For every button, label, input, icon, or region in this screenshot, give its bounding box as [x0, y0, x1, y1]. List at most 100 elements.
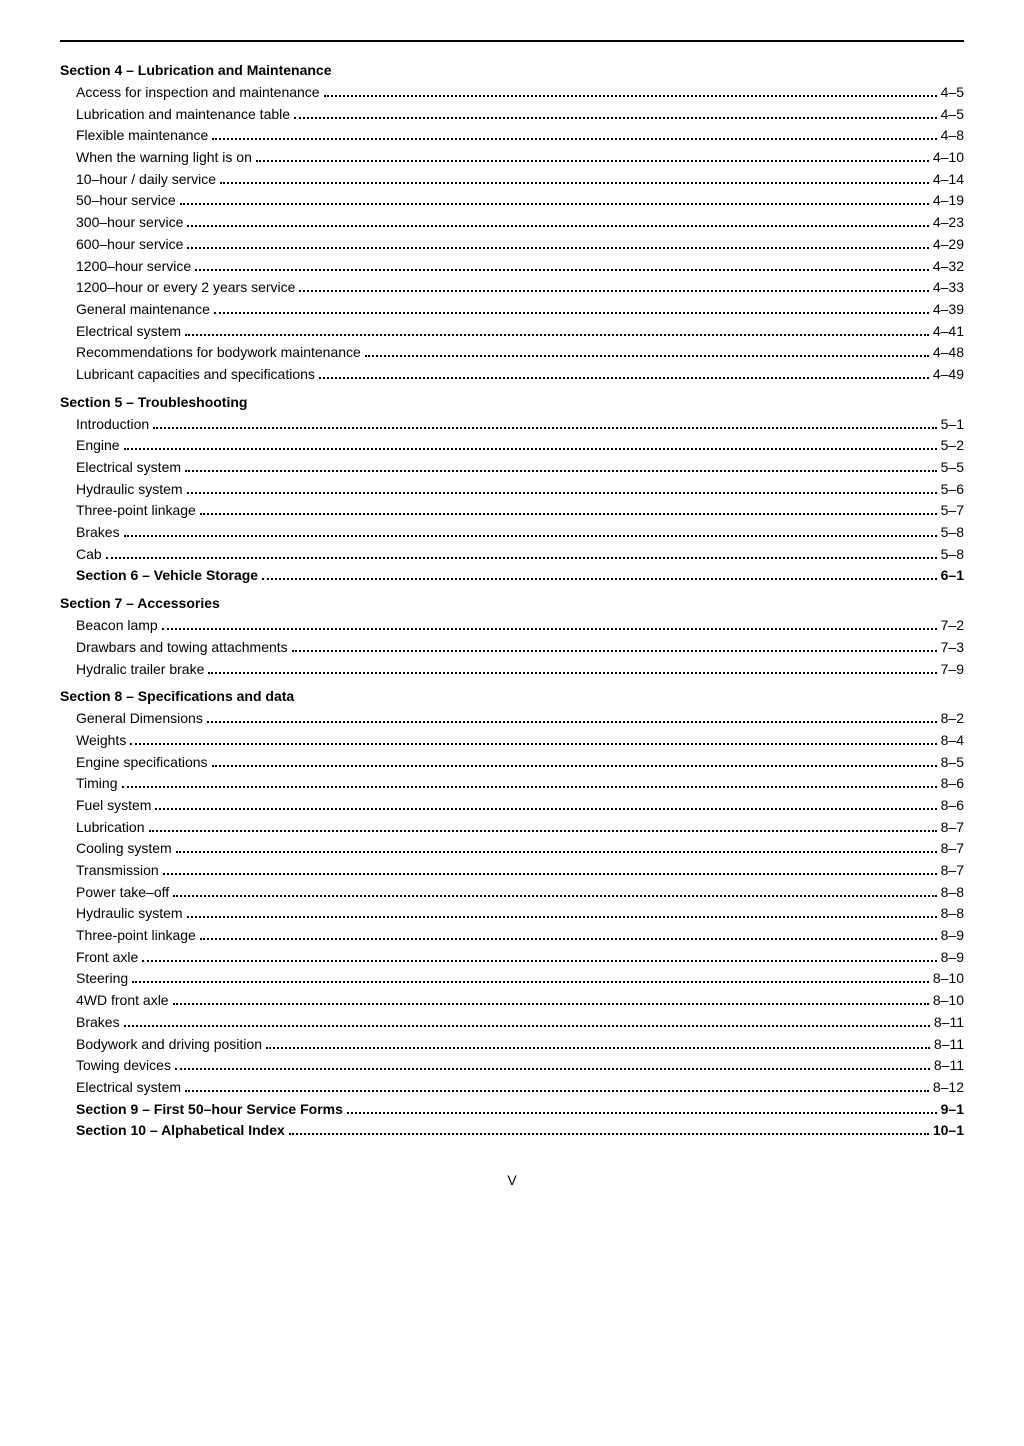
toc-entry-page: 8–10	[933, 990, 964, 1012]
toc-dot-leader	[187, 225, 928, 227]
toc-entry-title: When the warning light is on	[60, 147, 252, 169]
toc-entry-title: Access for inspection and maintenance	[60, 82, 320, 104]
toc-entry: Electrical system8–12	[60, 1077, 964, 1099]
toc-entry-title: 4WD front axle	[60, 990, 169, 1012]
toc-entry-title: Engine specifications	[60, 752, 208, 774]
toc-entry: Weights8–4	[60, 730, 964, 752]
toc-entry: Bodywork and driving position8–11	[60, 1034, 964, 1056]
toc-entry-title: General maintenance	[60, 299, 210, 321]
toc-entry-title: Introduction	[60, 414, 149, 436]
toc-entry: Lubricant capacities and specifications4…	[60, 364, 964, 386]
toc-entry: Three-point linkage 8–9	[60, 925, 964, 947]
toc-entry-page: 6–1	[941, 565, 964, 587]
toc-entry-page: 4–41	[933, 321, 964, 343]
toc-entry-title: Weights	[60, 730, 126, 752]
toc-entry: Introduction5–1	[60, 414, 964, 436]
toc-entry-title: Electrical system	[60, 1077, 181, 1099]
toc-entry-title: Electrical system	[60, 321, 181, 343]
toc-entry: Hydraulic system5–6	[60, 479, 964, 501]
toc-entry-page: 8–11	[934, 1012, 964, 1034]
toc-entry: 1200–hour service4–32	[60, 256, 964, 278]
toc-entry-page: 5–8	[941, 522, 964, 544]
toc-entry-title: Hydralic trailer brake	[60, 659, 204, 681]
toc-entry-page: 8–7	[941, 860, 964, 882]
toc-entry: Recommendations for bodywork maintenance…	[60, 342, 964, 364]
toc-entry-title: Front axle	[60, 947, 138, 969]
toc-entry: When the warning light is on4–10	[60, 147, 964, 169]
toc-entry-title: Three-point linkage	[60, 925, 196, 947]
toc-entry: Access for inspection and maintenance4–5	[60, 82, 964, 104]
toc-entry: Cooling system8–7	[60, 838, 964, 860]
toc-entry-title: Section 9 – First 50–hour Service Forms	[60, 1099, 343, 1121]
toc-entry: Beacon lamp7–2	[60, 615, 964, 637]
toc-dot-leader	[365, 355, 929, 357]
toc-entry-page: 5–8	[941, 544, 964, 566]
toc-dot-leader	[292, 650, 937, 652]
toc-dot-leader	[195, 269, 929, 271]
toc-dot-leader	[122, 786, 937, 788]
toc-entry: Section 10 – Alphabetical Index10–1	[60, 1120, 964, 1142]
toc-entry-page: 4–23	[933, 212, 964, 234]
toc-dot-leader	[187, 247, 928, 249]
toc-dot-leader	[289, 1133, 929, 1135]
toc-dot-leader	[347, 1112, 937, 1114]
toc-entry-title: Power take–off	[60, 882, 169, 904]
toc-dot-leader	[256, 160, 929, 162]
top-rule	[60, 40, 964, 42]
section-heading: Section 7 – Accessories	[60, 595, 964, 611]
toc-entry: 1200–hour or every 2 years service4–33	[60, 277, 964, 299]
toc-entry: Engine specifications 8–5	[60, 752, 964, 774]
toc-dot-leader	[175, 1068, 930, 1070]
toc-entry: Lubrication8–7	[60, 817, 964, 839]
toc-entry: Section 9 – First 50–hour Service Forms9…	[60, 1099, 964, 1121]
toc-entry-title: 300–hour service	[60, 212, 183, 234]
toc-dot-leader	[176, 851, 937, 853]
toc-entry: Electrical system 4–41	[60, 321, 964, 343]
toc-entry: Flexible maintenance4–8	[60, 125, 964, 147]
toc-entry: Cab5–8	[60, 544, 964, 566]
toc-entry-page: 4–48	[933, 342, 964, 364]
toc-entry-title: Timing	[60, 773, 118, 795]
toc-entry-title: Section 10 – Alphabetical Index	[60, 1120, 285, 1142]
toc-entry-page: 7–3	[941, 637, 964, 659]
toc-entry-page: 4–8	[941, 125, 964, 147]
toc-entry: Electrical system5–5	[60, 457, 964, 479]
toc-dot-leader	[185, 334, 929, 336]
toc-dot-leader	[208, 672, 936, 674]
toc-entry: Brakes5–8	[60, 522, 964, 544]
toc-dot-leader	[162, 628, 937, 630]
toc-dot-leader	[187, 492, 937, 494]
toc-entry: Timing8–6	[60, 773, 964, 795]
toc-entry: 300–hour service 4–23	[60, 212, 964, 234]
toc-entry-title: Section 6 – Vehicle Storage	[60, 565, 258, 587]
toc-entry: Steering8–10	[60, 968, 964, 990]
toc-entry-page: 4–14	[933, 169, 964, 191]
toc-entry-title: Recommendations for bodywork maintenance	[60, 342, 361, 364]
toc-entry: Front axle8–9	[60, 947, 964, 969]
toc-dot-leader	[212, 138, 936, 140]
toc-entry-title: Lubrication	[60, 817, 145, 839]
toc-entry-page: 8–9	[941, 925, 964, 947]
toc-entry-title: Transmission	[60, 860, 159, 882]
toc-entry: Section 6 – Vehicle Storage 6–1	[60, 565, 964, 587]
toc-dot-leader	[124, 535, 937, 537]
toc-entry-title: Cooling system	[60, 838, 172, 860]
toc-entry-page: 4–49	[933, 364, 964, 386]
toc-dot-leader	[153, 427, 936, 429]
toc-dot-leader	[185, 470, 937, 472]
toc-entry-title: Engine	[60, 435, 120, 457]
toc-entry: 10–hour / daily service4–14	[60, 169, 964, 191]
toc-dot-leader	[106, 557, 937, 559]
toc-entry: Engine5–2	[60, 435, 964, 457]
toc-entry-page: 7–2	[941, 615, 964, 637]
toc-entry-page: 8–11	[934, 1034, 964, 1056]
toc-dot-leader	[299, 290, 928, 292]
toc-entry-title: 600–hour service	[60, 234, 183, 256]
toc-entry-title: Brakes	[60, 1012, 120, 1034]
section-heading: Section 5 – Troubleshooting	[60, 394, 964, 410]
toc-dot-leader	[124, 448, 937, 450]
toc-dot-leader	[180, 203, 929, 205]
toc-dot-leader	[220, 182, 929, 184]
toc-entry-page: 8–5	[941, 752, 964, 774]
toc-entry-title: General Dimensions	[60, 708, 203, 730]
